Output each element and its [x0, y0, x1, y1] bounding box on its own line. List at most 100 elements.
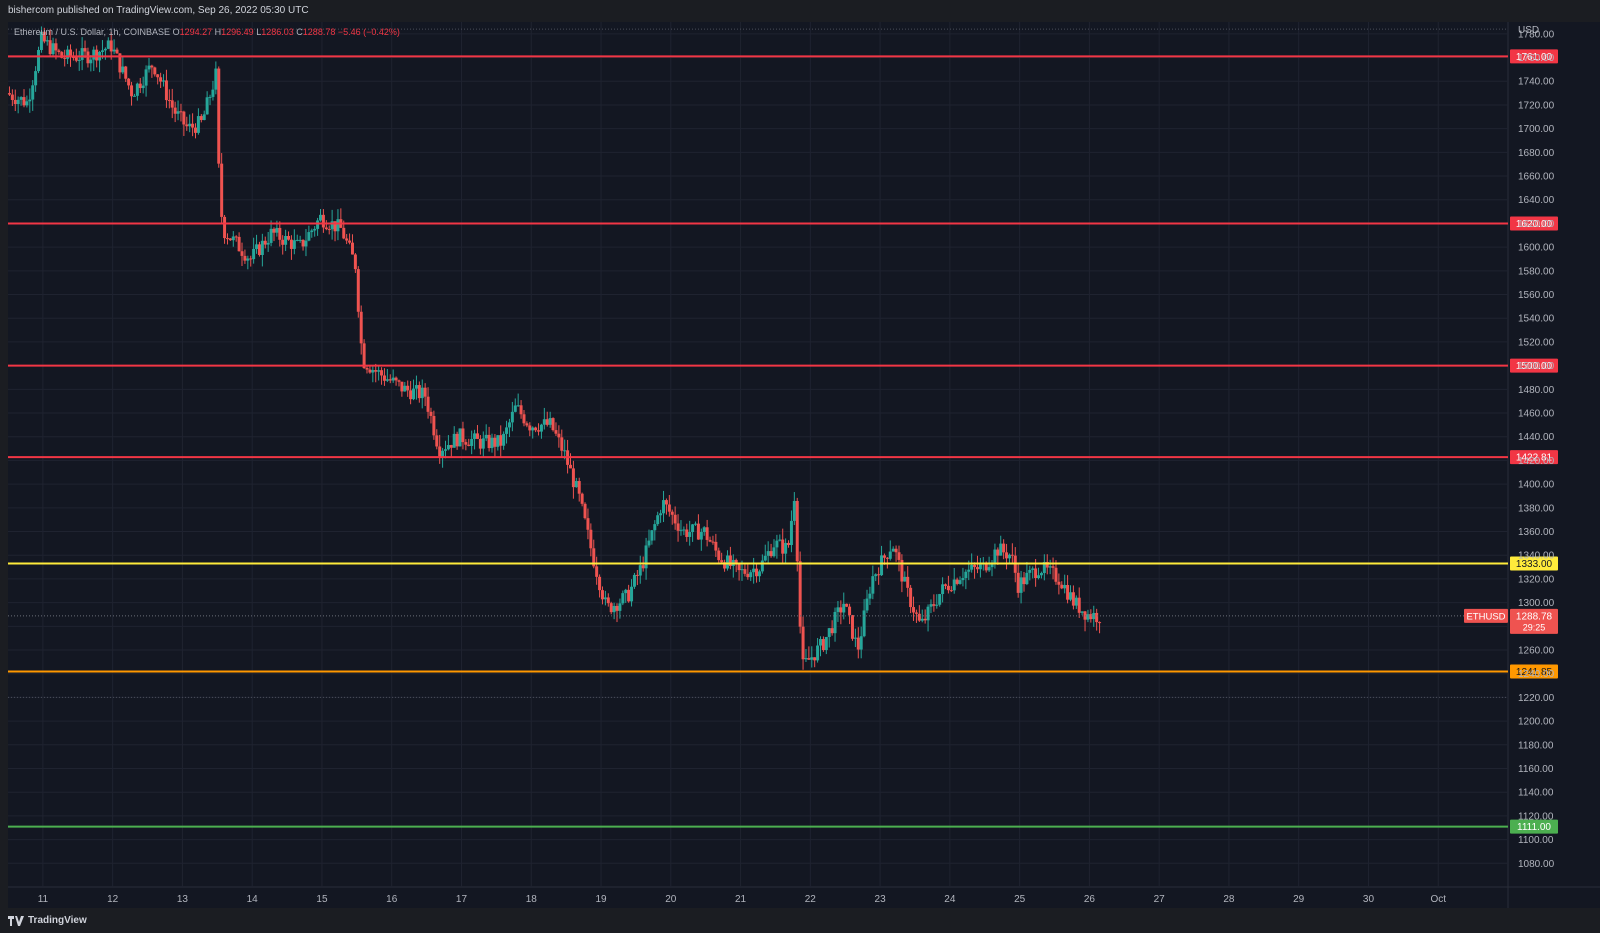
candle-body — [662, 500, 666, 514]
candle-body — [996, 549, 1000, 556]
candle-body — [958, 580, 962, 584]
price-tick-label: 1560.00 — [1518, 290, 1555, 301]
candle-body — [507, 422, 511, 428]
candle-body — [228, 238, 232, 241]
level-price-tag — [1510, 664, 1558, 679]
candle-body — [194, 127, 197, 133]
candle-body — [705, 527, 709, 540]
candle-body — [696, 523, 700, 540]
candle-body — [941, 584, 945, 595]
candle-body — [289, 239, 293, 249]
price-tick-label: 1140.00 — [1518, 788, 1554, 799]
candle-body — [856, 637, 860, 650]
price-tick-label: 1340.00 — [1518, 551, 1555, 562]
candle-body — [380, 370, 384, 376]
candle-body — [882, 555, 886, 558]
level-price-tag — [1510, 450, 1558, 465]
candle-body — [441, 450, 445, 457]
candle-body — [19, 97, 23, 100]
candle-body — [196, 116, 200, 133]
candle-body — [464, 442, 468, 445]
publish-info: bishercom published on TradingView.com, … — [0, 0, 1600, 22]
time-tick-label: 23 — [875, 894, 887, 905]
candle-body — [252, 248, 256, 260]
candle-body — [569, 464, 572, 469]
candle-body — [176, 111, 180, 114]
candle-body — [60, 52, 64, 58]
candle-body — [804, 658, 808, 660]
price-chart[interactable]: 1761.00 1620.00 1500.00 1422.81 1333.00 1241.… — [0, 22, 1600, 908]
candle-body — [615, 605, 619, 611]
horizontal-levels[interactable]: 1761.00 1620.00 1500.00 1422.81 1333.00 1241.… — [8, 49, 1558, 834]
candle-body — [932, 604, 936, 606]
candle-body — [211, 89, 215, 97]
candle-body — [717, 550, 721, 561]
candle-body — [938, 594, 942, 605]
level-price-tag — [1510, 556, 1558, 571]
candle-body — [214, 68, 218, 90]
candle-body — [132, 95, 136, 97]
time-tick-label: 20 — [665, 894, 677, 905]
candle-body — [333, 221, 337, 232]
candle-body — [574, 481, 578, 488]
price-axis[interactable]: 1780.00 1760.00 1740.00 1720.00 1700.00 1680.… — [1518, 29, 1555, 869]
close-value: 1288.78 — [302, 27, 336, 37]
tradingview-brand[interactable]: TradingView — [8, 915, 87, 926]
candle-body — [478, 438, 482, 449]
candle-body — [850, 615, 854, 639]
candle-body — [694, 523, 697, 525]
candle-body — [859, 636, 863, 650]
candle-body — [502, 433, 506, 446]
candle-body — [888, 551, 892, 559]
candle-body — [975, 567, 979, 570]
price-tick-label: 1740.00 — [1518, 77, 1555, 88]
candle-body — [444, 449, 447, 451]
candle-body — [749, 572, 753, 578]
candle-body — [737, 563, 741, 571]
symbol-name[interactable]: Ethereum / U.S. Dollar, 1h, COINBASE — [14, 27, 171, 37]
candle-body — [534, 427, 538, 431]
candle-body — [961, 578, 965, 581]
candle-body — [519, 405, 523, 415]
high-value: 1296.49 — [221, 27, 254, 37]
last-price-tag — [1510, 608, 1558, 634]
candle-body — [342, 227, 346, 239]
candle-body — [813, 657, 817, 661]
candle-body — [923, 618, 927, 621]
candle-body — [301, 239, 305, 247]
candle-body — [1022, 577, 1026, 585]
candle-body — [560, 437, 564, 451]
candle-body — [414, 385, 418, 389]
candle-body — [220, 163, 224, 217]
time-axis[interactable]: 11 12 13 14 15 16 17 18 19 20 21 22 23 24 25 26 27 28 29 30… — [38, 894, 1447, 905]
price-tick-label: 1300.00 — [1518, 598, 1555, 609]
candle-body — [1019, 577, 1023, 593]
time-axis-background[interactable] — [8, 887, 1600, 908]
candle-body — [321, 214, 325, 228]
candle-body — [263, 240, 267, 245]
candle-body — [295, 239, 299, 241]
chart-frame[interactable]: 1761.00 1620.00 1500.00 1422.81 1333.00 1241.… — [0, 22, 1600, 908]
candle-body — [1028, 569, 1032, 573]
candle-body — [853, 637, 857, 639]
low-label: L — [256, 27, 262, 37]
candle-body — [16, 99, 20, 105]
brand-name: TradingView — [28, 915, 87, 926]
candle-body — [885, 557, 889, 559]
level-price-label: 1333.00 — [1516, 559, 1553, 570]
candle-body — [153, 67, 157, 75]
symbol-tag-label: ETHUSD — [1466, 611, 1505, 622]
candle-body — [903, 576, 907, 582]
price-tick-label: 1240.00 — [1518, 669, 1555, 680]
symbol-legend[interactable]: Ethereum / U.S. Dollar, 1h, COINBASE O12… — [14, 27, 400, 37]
level-price-tag — [1510, 216, 1558, 231]
price-tick-label: 1540.00 — [1518, 314, 1555, 325]
candle-body — [635, 574, 639, 576]
candle-body — [955, 579, 959, 584]
low-value: 1286.03 — [261, 27, 294, 37]
candle-body — [304, 240, 308, 247]
candle-body — [862, 610, 866, 637]
candle-body — [182, 111, 186, 125]
candle-body — [48, 40, 52, 55]
candle-body — [1045, 561, 1049, 568]
